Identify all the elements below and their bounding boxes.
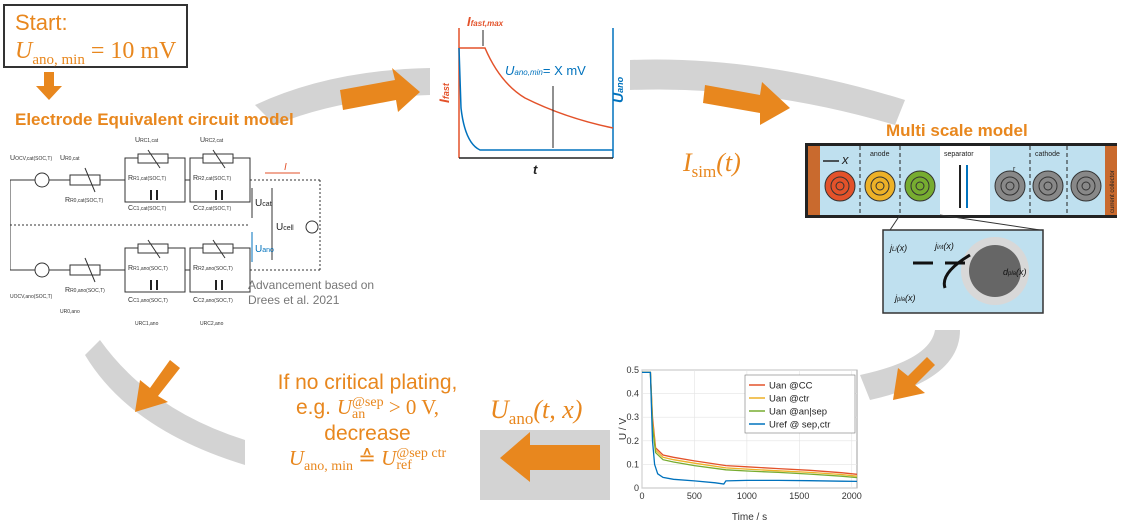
grey-arc-left bbox=[85, 340, 245, 465]
r0-cat-res-label: RR0,cat(SOC,T) bbox=[65, 197, 103, 204]
uano-axis-label: Uano bbox=[610, 76, 625, 103]
j-pla-label: jpla(x) bbox=[894, 293, 916, 303]
c1-ano-label: CC1,ano(SOC,T) bbox=[128, 297, 168, 304]
ocv-ano-label: UOCV,ano(SOC,T) bbox=[10, 294, 53, 300]
grey-arc-right bbox=[860, 330, 960, 400]
c2-cat-label: CC2,cat(SOC,T) bbox=[193, 205, 231, 212]
legend-label: Uan @CC bbox=[769, 381, 813, 392]
uano-label: Uano(t, x) bbox=[490, 395, 583, 428]
isim-label: Isim(t) bbox=[683, 148, 741, 181]
orange-arrow-bottom bbox=[500, 432, 600, 482]
x-tick-label: 2000 bbox=[842, 491, 862, 501]
start-box: Start: Uano, min = 10 mV bbox=[3, 4, 188, 68]
advancement-note: Advancement based on Drees et al. 2021 bbox=[248, 278, 375, 307]
start-label: Start: bbox=[15, 10, 68, 35]
y-tick-label: 0 bbox=[634, 483, 639, 493]
current-profile-plot: Ifast,max Ifast Uano t Uano,min= X mV bbox=[436, 14, 625, 177]
u-cat-label: Ucat bbox=[255, 198, 272, 209]
msm-r-label: r bbox=[1013, 166, 1016, 173]
x-tick-label: 1000 bbox=[737, 491, 757, 501]
r1-ano-label: RR1,ano(SOC,T) bbox=[128, 265, 168, 272]
orange-arrow-down-start bbox=[36, 72, 62, 100]
c2-ano-label: CC2,ano(SOC,T) bbox=[193, 297, 233, 304]
x-tick-label: 1500 bbox=[789, 491, 809, 501]
y-axis-label: U / V bbox=[618, 418, 629, 441]
msm-title: Multi scale model bbox=[886, 121, 1028, 140]
ifast-max-label: Ifast,max bbox=[467, 14, 504, 29]
y-tick-label: 0.4 bbox=[626, 389, 639, 399]
ifast-axis-label: Ifast bbox=[436, 82, 452, 103]
y-tick-label: 0.3 bbox=[626, 412, 639, 422]
d-pla-label: dpla(x) bbox=[1003, 267, 1027, 277]
u-rc2-ano-label: URC2,ano bbox=[200, 321, 224, 327]
start-eq-sub: ano, min bbox=[32, 52, 85, 68]
condition-line2: e.g. U @sep an > 0 V, bbox=[295, 395, 440, 422]
y-tick-label: 0.5 bbox=[626, 365, 639, 375]
c1-cat-label: CC1,cat(SOC,T) bbox=[128, 205, 166, 212]
msm-anode-label: anode bbox=[870, 151, 890, 158]
orange-arrow-top-right bbox=[703, 82, 790, 125]
orange-arrow-top-left bbox=[340, 68, 420, 112]
msm-cathode-label: cathode bbox=[1035, 151, 1060, 158]
r0-cat-label: UR0,cat bbox=[60, 155, 80, 162]
start-eq-rest: = 10 mV bbox=[84, 38, 177, 64]
ecm-title: Electrode Equivalent circuit model bbox=[15, 110, 294, 129]
orange-arrow-left bbox=[135, 360, 180, 412]
condition-line4: Uano, min ≙ U @sep ctr ref bbox=[288, 446, 447, 474]
current-label: I bbox=[284, 162, 287, 173]
x-tick-label: 0 bbox=[639, 491, 644, 501]
j-int-label: jint(x) bbox=[934, 241, 954, 251]
r1-cat-label: RR1,cat(SOC,T) bbox=[128, 175, 166, 182]
x-axis-label: Time / s bbox=[732, 512, 767, 522]
msm-x-label: x bbox=[841, 152, 849, 167]
r0-ano-res-label: RR0,ano(SOC,T) bbox=[65, 287, 105, 294]
legend-label: Uref @ sep,ctr bbox=[769, 420, 830, 431]
condition-line3: decrease bbox=[324, 422, 411, 445]
y-tick-label: 0.2 bbox=[626, 436, 639, 446]
start-eq-var: U bbox=[15, 38, 33, 64]
current-curve bbox=[459, 47, 614, 129]
legend-label: Uan @an|sep bbox=[769, 407, 827, 418]
series-line bbox=[642, 371, 858, 485]
u-rc1-ano-label: URC1,ano bbox=[135, 321, 159, 327]
particle-icons bbox=[824, 170, 1102, 202]
start-equation: Uano, min = 10 mV bbox=[15, 38, 176, 69]
r2-cat-label: RR2,cat(SOC,T) bbox=[193, 175, 231, 182]
condition-text: If no critical plating, e.g. U @sep an > 0… bbox=[250, 370, 485, 479]
time-axis-label: t bbox=[533, 162, 538, 177]
condition-line1: If no critical plating, bbox=[277, 371, 458, 394]
u-r0-ano-label: UR0,ano bbox=[60, 309, 80, 315]
voltage-curve bbox=[458, 47, 613, 151]
orange-arrow-right bbox=[893, 357, 935, 400]
r2-ano-label: RR2,ano(SOC,T) bbox=[193, 265, 233, 272]
legend-label: Uan @ctr bbox=[769, 394, 809, 405]
equivalent-circuit: UOCV,cat(SOC,T) UR0,cat URC1,cat URC2,ca… bbox=[10, 137, 321, 327]
uano-min-annotation: Uano,min= X mV bbox=[505, 63, 586, 78]
multi-scale-model: x anode separator cathode r current coll… bbox=[805, 143, 1117, 314]
j-li-label: jLi(x) bbox=[889, 243, 907, 253]
ocv-cat-label: UOCV,cat(SOC,T) bbox=[10, 155, 52, 162]
x-tick-label: 500 bbox=[687, 491, 702, 501]
u-cell-label: Ucell bbox=[276, 222, 294, 233]
msm-collector-label: current collector bbox=[1110, 170, 1116, 213]
u-ano-label: Uano bbox=[255, 244, 274, 255]
rc1-cat-label: URC1,cat bbox=[135, 137, 159, 144]
voltage-chart: 0 500 1000 1500 2000 0 0.1 0.2 0.3 0.4 0.5 Time / s… bbox=[618, 365, 862, 522]
rc2-cat-label: URC2,cat bbox=[200, 137, 224, 144]
y-tick-label: 0.1 bbox=[626, 459, 639, 469]
msm-separator-label: separator bbox=[944, 151, 974, 158]
